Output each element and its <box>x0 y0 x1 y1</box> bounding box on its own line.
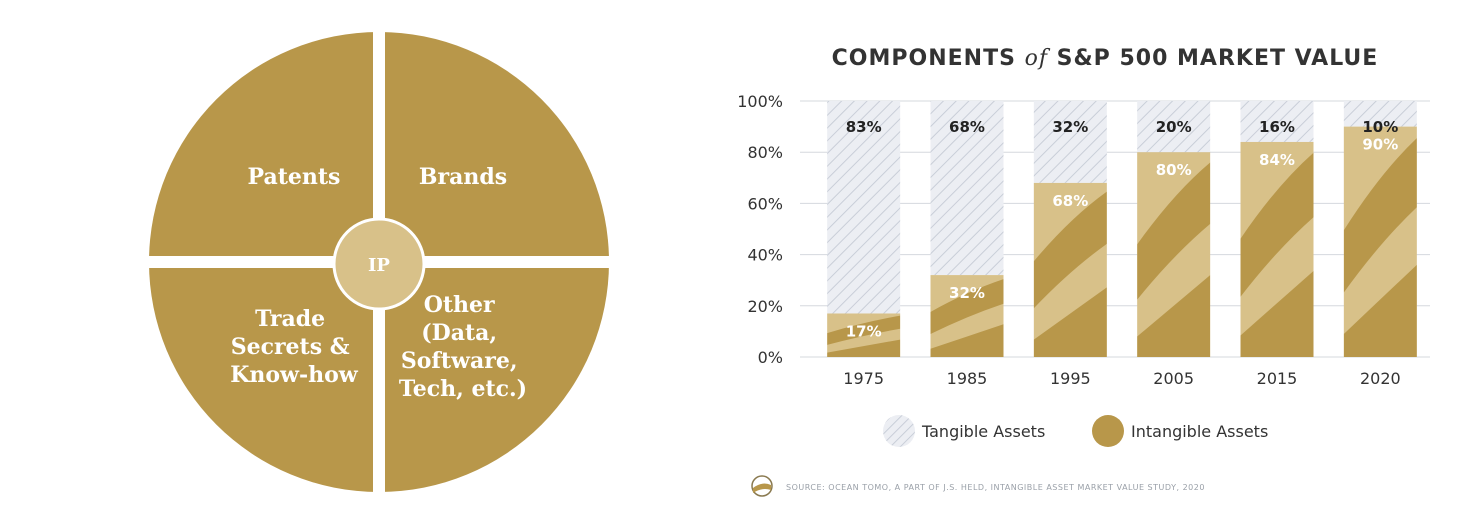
legend-label-tangible: Tangible Assets <box>921 422 1045 441</box>
bar-tangible-2015 <box>1240 101 1314 142</box>
data-label-intangible: 90% <box>1362 136 1398 154</box>
data-label-intangible: 84% <box>1259 151 1295 169</box>
data-label-intangible: 68% <box>1052 192 1088 210</box>
data-label-tangible: 83% <box>846 118 882 136</box>
bar-band-decoration <box>1033 191 1107 357</box>
legend: Tangible Assets Intangible Assets <box>883 415 1268 447</box>
y-tick-label: 60% <box>747 194 783 213</box>
legend-label-intangible: Intangible Assets <box>1131 422 1268 441</box>
gridlines <box>800 100 1430 358</box>
quadrant-label-other: Other (Data, Software, Tech, etc.) <box>399 292 527 402</box>
bar-band-decoration <box>1137 162 1211 357</box>
data-label-tangible: 10% <box>1362 118 1398 136</box>
bar-tangible-1975 <box>827 101 901 314</box>
bars: 17% 83% 32% 68% 68% 32% 80% 20% 84% 16% 90%10% <box>827 101 1417 357</box>
x-tick-label: 1985 <box>947 369 988 388</box>
y-tick-label: 80% <box>747 143 783 162</box>
bar-band-decoration <box>827 315 901 357</box>
y-tick-label: 40% <box>747 246 783 265</box>
data-label-tangible: 20% <box>1156 118 1192 136</box>
center-ip-label: IP <box>368 255 390 276</box>
y-tick-label: 0% <box>758 348 783 367</box>
y-axis-ticks: 0% 20% 40% 60% 80% 100% <box>737 92 783 367</box>
source-logo-icon <box>751 475 773 497</box>
quadrant-label-patents: Patents <box>248 164 341 190</box>
x-tick-label: 1975 <box>843 369 884 388</box>
y-tick-label: 100% <box>737 92 783 111</box>
x-tick-label: 2020 <box>1360 369 1401 388</box>
bar-band-decoration <box>1240 152 1314 357</box>
bar-tangible-1995 <box>1033 101 1107 183</box>
bar-tangible-2005 <box>1137 101 1211 153</box>
data-label-tangible: 32% <box>1052 118 1088 136</box>
x-tick-label: 1995 <box>1050 369 1091 388</box>
y-tick-label: 20% <box>747 297 783 316</box>
data-label-intangible: 32% <box>949 284 985 302</box>
x-axis-ticks: 1975 1985 1995 2005 2015 2020 <box>843 369 1400 388</box>
center-ip-circle <box>332 217 426 311</box>
bar-band-decoration <box>930 279 1004 357</box>
legend-swatch-tangible <box>883 415 915 447</box>
chart-title: COMPONENTS of S&P 500 MARKET VALUE <box>832 46 1379 71</box>
quadrant-label-trade-secrets: Trade Secrets & Know-how <box>230 306 359 388</box>
data-label-tangible: 68% <box>949 118 985 136</box>
data-label-tangible: 16% <box>1259 118 1295 136</box>
data-label-intangible: 17% <box>846 322 882 340</box>
x-tick-label: 2015 <box>1257 369 1298 388</box>
bar-tangible-1985 <box>930 101 1004 276</box>
bar-tangible-2020 <box>1343 101 1417 127</box>
x-tick-label: 2005 <box>1153 369 1194 388</box>
legend-swatch-intangible <box>1092 415 1124 447</box>
data-label-intangible: 80% <box>1156 161 1192 179</box>
bar-band-decoration <box>1343 138 1417 357</box>
quadrant-label-brands: Brands <box>419 164 507 190</box>
source-text: SOURCE: OCEAN TOMO, A PART OF J.S. HELD,… <box>786 483 1205 492</box>
ip-diagram: IP Patents Brands Trade Secrets & Know-h… <box>149 32 609 492</box>
